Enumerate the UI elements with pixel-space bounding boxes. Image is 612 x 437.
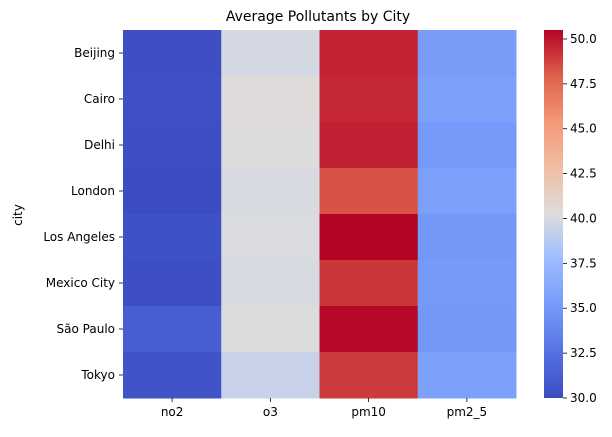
y-tick-label: São Paulo (57, 322, 115, 336)
heatmap-cell (417, 306, 517, 353)
x-tick-label: pm2_5 (447, 405, 488, 419)
y-tick-label: Tokyo (80, 368, 115, 382)
heatmap-cell (221, 122, 320, 169)
heatmap-cell (221, 214, 320, 261)
y-tick-label: London (71, 184, 115, 198)
heatmap-cell (221, 306, 320, 353)
heatmap-cell (221, 76, 320, 123)
heatmap-cell (123, 122, 222, 169)
x-axis-ticks: no2 o3 pm10 pm2_5 (161, 398, 487, 419)
heatmap-cell (319, 122, 419, 169)
colorbar-gradient (544, 30, 563, 398)
y-tick-label: Delhi (84, 138, 115, 152)
heatmap-cell (123, 168, 222, 215)
heatmap-cell (417, 168, 517, 215)
colorbar: 30.0 32.5 35.0 37.5 40.0 42.5 45.0 47.5 50.0 (544, 30, 597, 405)
heatmap-cell (417, 352, 517, 399)
heatmap-cell (123, 260, 222, 307)
heatmap-cell (221, 168, 320, 215)
heatmap-cell (417, 260, 517, 307)
heatmap-cell (319, 30, 419, 77)
y-tick-label: Beijing (74, 46, 115, 60)
heatmap-cell (417, 30, 517, 77)
y-tick-label: Cairo (84, 92, 115, 106)
heatmap-cell (417, 76, 517, 123)
heatmap-cells (123, 30, 517, 399)
colorbar-tick-label: 40.0 (570, 211, 597, 225)
heatmap-cell (123, 352, 222, 399)
colorbar-tick-label: 37.5 (570, 256, 597, 270)
colorbar-tick-label: 50.0 (570, 32, 597, 46)
chart-title: Average Pollutants by City (226, 9, 410, 25)
colorbar-tick-label: 47.5 (570, 77, 597, 91)
heatmap-cell (221, 30, 320, 77)
heatmap-cell (123, 306, 222, 353)
colorbar-tick-label: 30.0 (570, 391, 597, 405)
heatmap-cell (221, 260, 320, 307)
x-tick-label: pm10 (351, 405, 386, 419)
heatmap-cell (319, 168, 419, 215)
heatmap-cell (319, 214, 419, 261)
colorbar-tick-label: 35.0 (570, 301, 597, 315)
heatmap-cell (319, 76, 419, 123)
heatmap-cell (319, 352, 419, 399)
y-axis-ticks: Beijing Cairo Delhi London Los Angeles Mexico… (43, 46, 123, 382)
x-tick-label: o3 (263, 405, 278, 419)
x-tick-label: no2 (161, 405, 184, 419)
y-tick-label: Los Angeles (43, 230, 115, 244)
colorbar-tick-label: 32.5 (570, 346, 597, 360)
heatmap-cell (123, 76, 222, 123)
heatmap-cell (319, 306, 419, 353)
heatmap-cell (221, 352, 320, 399)
colorbar-tick-label: 42.5 (570, 167, 597, 181)
colorbar-tick-label: 45.0 (570, 122, 597, 136)
heatmap-cell (123, 30, 222, 77)
heatmap-cell (123, 214, 222, 261)
y-tick-label: Mexico City (46, 276, 115, 290)
heatmap-cell (417, 214, 517, 261)
heatmap-cell (319, 260, 419, 307)
y-axis-label: city (11, 204, 25, 226)
heatmap-cell (417, 122, 517, 169)
